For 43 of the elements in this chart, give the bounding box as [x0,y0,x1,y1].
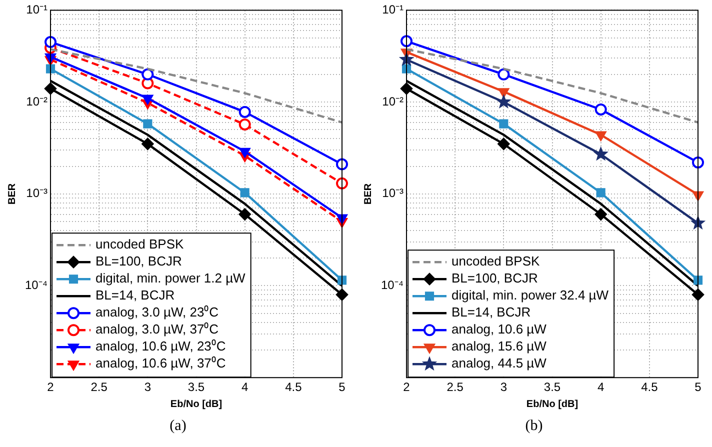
x-tick-label: 5 [694,380,702,394]
y-axis-title: BER [6,182,18,204]
legend-label: analog, 10.6 µW [452,322,548,337]
y-tick-label: 10⁻² [382,94,404,108]
legend-label: BL=100, BCJR [452,270,538,286]
x-tick-label: 4 [241,380,248,394]
x-tick-label: 2.5 [90,380,108,394]
y-tick-label: 10⁻³ [26,186,48,200]
legend-label: analog, 10.6 µW, 23⁰C [96,338,226,354]
legend-label: analog, 3.0 µW, 37⁰C [96,322,219,337]
y-tick-label: 10⁻⁴ [24,278,48,292]
x-tick-label: 4.5 [285,380,302,394]
y-axis-title: BER [362,182,374,204]
y-tick-label: 10⁻⁴ [380,278,404,292]
x-tick-label: 2 [47,380,54,394]
x-tick-label: 3 [500,380,508,394]
legend-label: uncoded BPSK [452,254,540,269]
legend-label: analog, 3.0 µW, 23⁰C [96,304,219,320]
legend-label: BL=14, BCJR [452,304,531,320]
text: (a) [168,418,188,435]
x-tick-label: 4.5 [641,380,658,394]
x-tick-label: 3.5 [544,380,561,394]
x-tick-label: 2.5 [446,380,464,394]
x-axis-title: Eb/No [dB] [526,398,578,410]
x-tick-label: 3.5 [188,380,205,394]
legend-label: uncoded BPSK [96,236,184,252]
y-tick-label: 10⁻² [26,94,48,108]
legend-label: analog, 44.5 µW [452,356,548,371]
x-axis-title: Eb/No [dB] [170,398,222,410]
text: (b) [524,418,544,435]
legend-label: BL=14, BCJR [96,288,175,303]
x-tick-label: 5 [338,380,346,394]
legend-label: BL=100, BCJR [96,254,182,269]
x-tick-label: 4 [597,380,604,394]
y-tick-label: 10⁻¹ [26,2,48,17]
x-tick-label: 2 [403,380,410,394]
y-tick-label: 10⁻³ [382,186,404,200]
legend-label: analog, 15.6 µW [452,338,548,354]
y-tick-label: 10⁻¹ [382,2,404,17]
legend-label: digital, min. power 1.2 µW [96,270,246,286]
x-tick-label: 3 [144,380,152,394]
legend-label: digital, min. power 32.4 µW [452,288,610,303]
legend-label: analog, 10.6 µW, 37⁰C [96,356,226,371]
